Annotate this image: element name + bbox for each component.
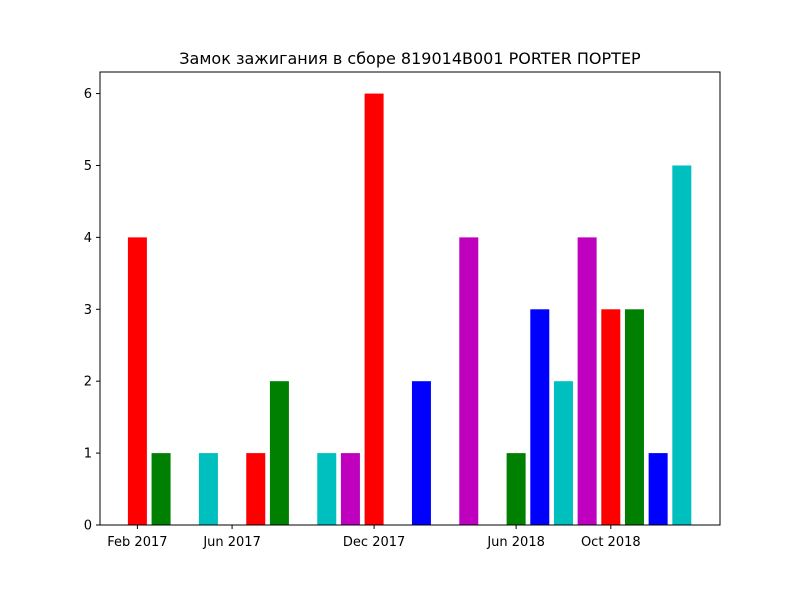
bar-aug-2018	[553, 381, 573, 525]
x-tick-label: Jun 2018	[486, 535, 545, 550]
bar-nov-2018	[624, 309, 644, 525]
bar-apr-2018	[459, 237, 479, 525]
bar-may-2017	[198, 453, 218, 525]
bar-feb-2018	[411, 381, 431, 525]
x-tick-label: Dec 2017	[343, 535, 405, 550]
chart-title: Замок зажигания в сборе 819014B001 PORTE…	[179, 49, 641, 68]
x-tick-label: Feb 2017	[107, 535, 167, 550]
bar-nov-2017	[340, 453, 360, 525]
bar-oct-2018	[601, 309, 621, 525]
bar-jun-2018	[506, 453, 526, 525]
y-tick-label: 2	[84, 375, 92, 390]
x-axis: Feb 2017 Jun 2017 Dec 2017 Jun 2018 Oct 2018	[107, 525, 641, 550]
bar-oct-2017	[317, 453, 337, 525]
bar-jan-2019	[672, 165, 692, 526]
y-tick-label: 4	[84, 231, 92, 246]
bar-feb-2017	[127, 237, 147, 525]
y-tick-label: 3	[84, 303, 92, 318]
x-tick-label: Oct 2018	[581, 535, 641, 550]
bar-dec-2018	[648, 453, 668, 525]
y-axis: 0 1 2 3 4 5 6	[84, 87, 100, 534]
y-tick-label: 0	[84, 519, 92, 534]
bars-layer	[127, 93, 692, 526]
bar-jul-2018	[530, 309, 550, 525]
bar-aug-2017	[269, 381, 289, 525]
bar-dec-2017	[364, 93, 384, 525]
x-tick-label: Jun 2017	[202, 535, 261, 550]
bar-jul-2017	[246, 453, 266, 525]
y-tick-label: 5	[84, 159, 92, 174]
y-tick-label: 6	[84, 87, 92, 102]
bar-sep-2018	[577, 237, 597, 525]
plot-area-frame	[99, 71, 721, 526]
y-tick-label: 1	[84, 447, 92, 462]
bar-mar-2017	[151, 453, 171, 525]
